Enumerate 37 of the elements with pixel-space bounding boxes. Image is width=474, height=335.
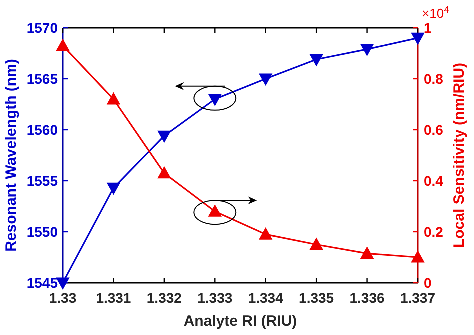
y2-tick-label: 0 (424, 275, 432, 291)
y2-tick-label: 0.2 (424, 224, 444, 240)
x-tick-label: 1.33 (49, 290, 77, 306)
y2-tick-label: 1 (424, 20, 432, 36)
y-tick-label: 1550 (26, 224, 58, 240)
y-axis-title: Resonant Wavelength (nm) (3, 59, 20, 252)
point (259, 228, 272, 240)
point (412, 251, 424, 263)
y-tick-label: 1545 (26, 275, 58, 291)
point (360, 44, 374, 56)
text: ×10$^{4}$ (422, 4, 450, 21)
point (107, 92, 120, 105)
point (360, 247, 374, 259)
x-tick-label: 1.334 (248, 290, 284, 306)
point (56, 39, 70, 52)
x-tick-label: 1.336 (350, 290, 386, 306)
point (158, 130, 171, 143)
point (412, 32, 424, 45)
y2-tick-label: 0.4 (424, 173, 444, 189)
x-tick-label: 1.335 (299, 290, 334, 306)
x-tick-label: 1.331 (96, 290, 132, 306)
y2-axis-title: Local Sensitivity (nm/RIU) (451, 62, 468, 248)
x-tick-label: 1.333 (198, 290, 233, 306)
y-tick-label: 1565 (26, 71, 58, 87)
y2-tick-label: 0.6 (424, 122, 444, 138)
y-tick-label: 1560 (26, 122, 58, 138)
point (158, 166, 171, 179)
x-tick-label: 1.332 (146, 290, 182, 306)
y-tick-label: 1570 (26, 20, 58, 36)
point (259, 74, 272, 86)
x-axis-title: Analyte RI (RIU) (184, 313, 298, 330)
y-tick-label: 1555 (26, 173, 58, 189)
point (310, 238, 324, 250)
x-tick-label: 1.337 (400, 290, 436, 306)
y2-tick-label: 0.8 (424, 71, 444, 87)
point (310, 54, 324, 66)
point (107, 182, 120, 195)
